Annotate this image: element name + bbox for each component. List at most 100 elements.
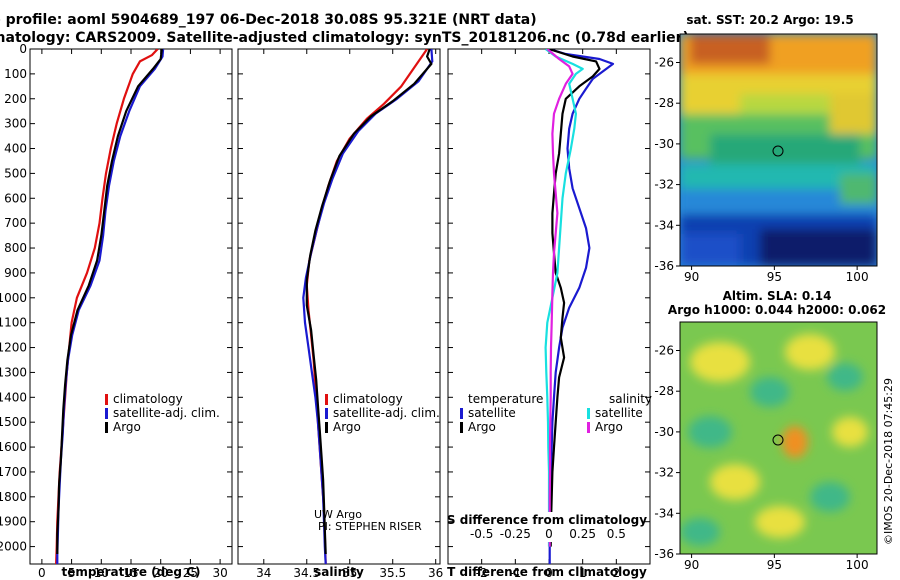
x-tick-label: 35.5 (379, 566, 406, 580)
legend-swatch (587, 408, 590, 419)
x-tick-label: 2 (613, 566, 621, 580)
y-tick-label: 1800 (0, 490, 27, 504)
y-tick-label: 500 (4, 166, 27, 180)
y-tick-label: 1100 (0, 316, 27, 330)
figure-title-line2: Climatology: CARS2009. Satellite-adjuste… (0, 30, 689, 46)
temperature-x-label: temperature (deg C) (62, 565, 201, 579)
legend-label: satellite (595, 406, 643, 420)
y-tick-label: 1200 (0, 341, 27, 355)
series-line-argo (305, 49, 433, 555)
sst-map: sat. SST: 20.2 Argo: 19.5 90 95 100 -26 (654, 13, 878, 284)
y-tick-label: 900 (4, 266, 27, 280)
legend-label: satellite-adj. clim. (333, 406, 440, 420)
x-tick-label: 30 (212, 566, 227, 580)
series-line-s-argo (546, 49, 574, 547)
sla-map-title1: Altim. SLA: 0.14 (723, 289, 832, 303)
map-y-tick-label: -26 (654, 343, 674, 357)
y-tick-label: 400 (4, 142, 27, 156)
legend-swatch (325, 394, 328, 405)
x-tick-label: 15 (123, 566, 138, 580)
map-x-tick-label: 95 (767, 558, 782, 572)
s-tick-label: 0 (545, 527, 553, 541)
legend-label: satellite-adj. clim. (113, 406, 220, 420)
x-tick-label: -1 (509, 566, 521, 580)
map-x-tick-label: 95 (767, 270, 782, 284)
difference-panel: -2 -1 0 1 2 S difference from climatology -0… (447, 48, 652, 580)
salinity-x-label: salinity (314, 565, 364, 579)
sst-map-frame (679, 33, 878, 267)
y-tick-label: 1400 (0, 390, 27, 404)
x-tick-label: 25 (183, 566, 198, 580)
s-difference-x-label: S difference from climatology (447, 513, 647, 527)
legend-label: climatology (333, 392, 403, 406)
y-tick-label: 600 (4, 191, 27, 205)
legend-swatch (587, 422, 590, 433)
x-tick-label: 34.5 (293, 566, 320, 580)
x-tick-label: 34 (256, 566, 271, 580)
map-x-tick-label: 100 (846, 558, 869, 572)
credit-uw-argo: UW Argo (314, 508, 362, 521)
series-line-s-satellite (544, 49, 584, 547)
legend-title-salinity: salinity (609, 392, 652, 406)
x-tick-label: 0 (545, 566, 553, 580)
x-tick-label: 10 (94, 566, 109, 580)
y-tick-label: 1900 (0, 515, 27, 529)
legend-swatch (325, 422, 328, 433)
y-tick-label: 1300 (0, 365, 27, 379)
map-y-tick-label: -30 (654, 425, 674, 439)
x-tick-label: -2 (476, 566, 488, 580)
map-y-tick-label: -28 (654, 384, 674, 398)
y-tick-label: 100 (4, 67, 27, 81)
salinity-panel: 34 34.5 35 35.5 36 salinity climatologysatel… (237, 48, 443, 580)
legend-title-temperature: temperature (468, 392, 543, 406)
credit-pi: PI: STEPHEN RISER (318, 520, 422, 533)
imos-stamp: ©IMOS 20-Dec-2018 07:45:29 (882, 378, 895, 545)
s-tick-label: 0.25 (569, 527, 596, 541)
series-line-satellite-adj-clim- (56, 49, 165, 564)
y-tick-label: 300 (4, 117, 27, 131)
legend-label: satellite (468, 406, 516, 420)
sla-map-title2: Argo h1000: 0.044 h2000: 0.062 (668, 303, 886, 317)
legend-swatch (325, 408, 328, 419)
x-tick-label: 35 (342, 566, 357, 580)
map-y-tick-label: -32 (654, 466, 674, 480)
sla-map-frame (679, 321, 878, 555)
x-tick-label: 20 (153, 566, 168, 580)
x-tick-label: 0 (38, 566, 46, 580)
s-axis-label-box (458, 512, 636, 542)
difference-legend: temperature salinitysatelliteArgosatellit… (460, 392, 652, 434)
s-tick-label: -0.5 (470, 527, 493, 541)
y-tick-label: 2000 (0, 540, 27, 554)
map-y-tick-label: -30 (654, 137, 674, 151)
series-line-climatology (55, 49, 159, 564)
x-tick-label: 1 (579, 566, 587, 580)
x-tick-label: 5 (68, 566, 76, 580)
legend-swatch (460, 422, 463, 433)
x-tick-label: 36 (428, 566, 443, 580)
legend-label: Argo (113, 420, 141, 434)
s-tick-label: 0.5 (607, 527, 626, 541)
legend-label: Argo (468, 420, 496, 434)
temperature-panel: 0100200300400500600700800900100011001200… (0, 42, 233, 580)
map-y-tick-label: -36 (654, 259, 674, 273)
map-y-tick-label: -28 (654, 96, 674, 110)
y-tick-label: 1600 (0, 440, 27, 454)
map-y-tick-label: -34 (654, 218, 674, 232)
s-tick-label: -0.25 (500, 527, 531, 541)
map-y-tick-label: -34 (654, 506, 674, 520)
series-line-climatology (305, 49, 429, 564)
legend-swatch (105, 394, 108, 405)
map-x-tick-label: 90 (684, 270, 699, 284)
sla-map-image (680, 322, 877, 554)
map-y-tick-label: -32 (654, 178, 674, 192)
legend-label: Argo (333, 420, 361, 434)
legend-swatch (460, 408, 463, 419)
legend-label: Argo (595, 420, 623, 434)
legend-label: climatology (113, 392, 183, 406)
y-tick-label: 1000 (0, 291, 27, 305)
y-tick-label: 1500 (0, 415, 27, 429)
y-tick-label: 200 (4, 92, 27, 106)
sla-map: Altim. SLA: 0.14 Argo h1000: 0.044 h2000… (654, 289, 886, 572)
